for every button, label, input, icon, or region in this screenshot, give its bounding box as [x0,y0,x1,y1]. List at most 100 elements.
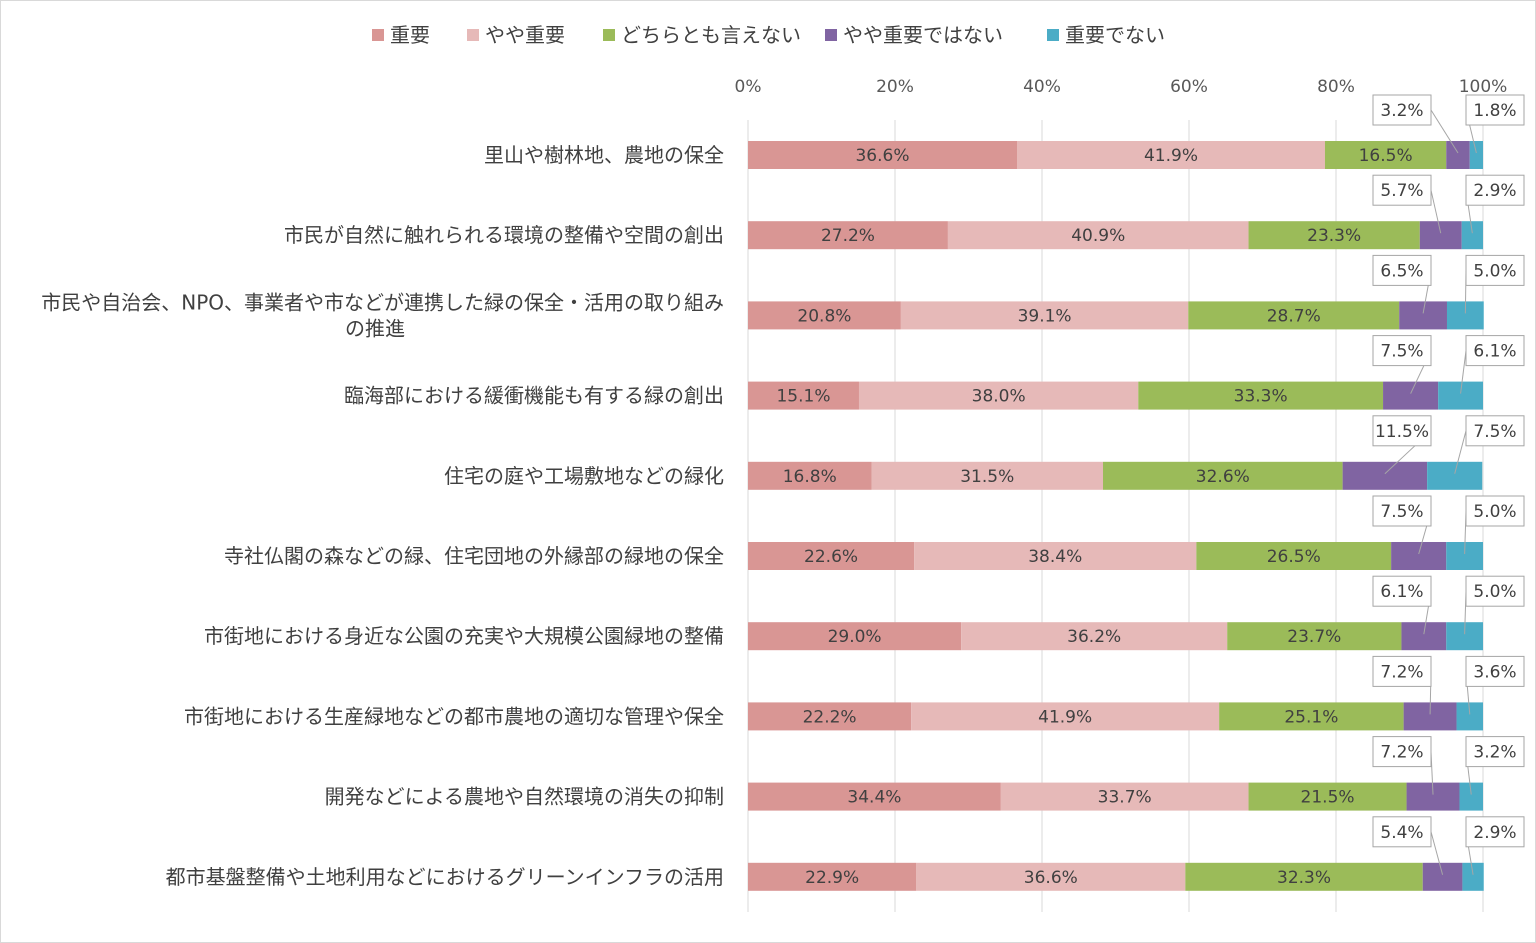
callout-label-r7-s4: 3.6% [1473,662,1516,682]
legend-swatch-4 [1047,29,1059,41]
bar-label-r3-s0: 15.1% [776,387,830,407]
legend-swatch-3 [825,29,837,41]
legend: 重要 やや重要 どちらとも言えない やや重要ではない 重要でない [372,23,1165,47]
tick-label-40: 40% [1023,77,1061,97]
bar-label-r9-s2: 32.3% [1277,868,1331,888]
callout-box-r6-s3 [1372,575,1432,607]
bar-label-r3-s1: 38.0% [972,387,1026,407]
bar-label-r1-s0: 27.2% [821,226,875,246]
bar-segment-r1-s4 [1461,221,1483,250]
bar-label-r6-s0: 29.0% [828,627,882,647]
bar-segment-r9-s3 [1422,862,1463,891]
bars [748,141,1484,891]
bar-segment-r0-s0 [748,141,1018,169]
callout-label-r7-s3: 7.2% [1380,662,1423,682]
bar-segment-r5-s1 [914,542,1197,570]
legend-label-1: やや重要 [485,23,565,47]
bar-segment-r9-s4 [1462,862,1484,891]
bar-segment-r7-s1 [911,702,1220,731]
bar-label-r9-s1: 36.6% [1024,868,1078,888]
bar-segment-r2-s2 [1188,301,1400,330]
callout-label-r4-s4: 7.5% [1473,422,1516,442]
category-label-r7-l0: 市街地における生産緑地などの都市農地の適切な管理や保全 [184,704,724,728]
callout-label-r2-s4: 5.0% [1473,261,1516,281]
legend-label-4: 重要でない [1065,23,1165,47]
callout-label-r0-s4: 1.8% [1473,101,1516,121]
bar-label-r6-s1: 36.2% [1067,627,1121,647]
callout-box-r7-s4 [1465,655,1525,687]
callout-box-r7-s3 [1372,655,1432,687]
legend-label-2: どちらとも言えない [621,23,801,47]
callout-label-r5-s3: 7.5% [1380,502,1423,522]
callout-box-r5-s4 [1465,495,1525,527]
bar-segment-r6-s1 [961,622,1228,651]
bar-segment-r3-s0 [748,381,859,410]
bar-segment-r6-s2 [1227,622,1402,651]
callout-leader-r3-s4 [1460,350,1467,394]
bar-segment-r7-s0 [748,702,912,731]
callout-label-r9-s4: 2.9% [1473,823,1516,843]
category-label-r6-l0: 市街地における身近な公園の充実や大規模公園緑地の整備 [204,624,724,648]
bar-segment-r2-s3 [1399,301,1447,330]
bar-label-r0-s2: 16.5% [1359,146,1413,166]
bar-label-r2-s0: 20.8% [797,306,851,326]
bar-label-r7-s0: 22.2% [803,707,857,727]
callout-box-r4-s3 [1372,415,1432,447]
callout-leader-r9-s3 [1430,831,1444,875]
bar-label-r4-s2: 32.6% [1196,467,1250,487]
bar-label-r8-s0: 34.4% [847,788,901,808]
legend-label-0: 重要 [390,23,430,47]
x-axis-ticks: 0% 20% 40% 60% 80% 100% [735,77,1508,97]
callout-leader-r4-s4 [1454,430,1467,474]
bar-label-r9-s0: 22.9% [805,868,859,888]
bar-segment-r0-s2 [1324,141,1447,169]
callout-label-r1-s3: 5.7% [1380,181,1423,201]
bar-segment-r5-s0 [748,542,915,570]
callout-label-r6-s3: 6.1% [1380,582,1423,602]
callout-leader-r1-s3 [1430,190,1442,234]
callout-box-r9-s3 [1372,816,1432,848]
bar-label-r1-s1: 40.9% [1071,226,1125,246]
callout-box-r8-s4 [1465,736,1525,768]
bar-segment-r3-s1 [858,381,1139,410]
category-label-r2-l0: 市民や自治会、NPO、事業者や市などが連携した緑の保全・活用の取り組み [41,290,724,314]
bar-segment-r1-s3 [1419,221,1462,250]
bar-segment-r7-s2 [1219,702,1404,731]
category-label-r5-l0: 寺社仏閣の森などの緑、住宅団地の外縁部の緑地の保全 [224,544,724,568]
callout-box-r2-s4 [1465,254,1525,286]
bar-segment-r8-s0 [748,782,1001,811]
callout-box-r3-s4 [1465,335,1525,367]
tick-label-60: 60% [1170,77,1208,97]
bar-segment-r0-s3 [1446,141,1470,169]
bar-segment-r6-s3 [1401,622,1447,651]
bar-label-r7-s2: 25.1% [1284,707,1338,727]
callout-box-r6-s4 [1465,575,1525,607]
bar-label-r7-s1: 41.9% [1038,707,1092,727]
category-labels: 里山や樹林地、農地の保全市民が自然に触れられる環境の整備や空間の創出市民や自治会… [41,143,724,889]
bar-segment-r5-s2 [1196,542,1392,570]
bar-segment-r6-s0 [748,622,962,651]
bar-segment-r8-s2 [1248,782,1407,811]
callout-leader-r0-s3 [1430,109,1459,154]
callout-label-r8-s3: 7.2% [1380,743,1423,763]
bar-segment-r4-s2 [1103,461,1343,490]
tick-label-80: 80% [1317,77,1355,97]
callout-box-r0-s4 [1465,94,1525,126]
bar-label-r5-s0: 22.6% [804,547,858,567]
callout-label-r2-s3: 6.5% [1380,261,1423,281]
category-label-r9-l0: 都市基盤整備や土地利用などにおけるグリーンインフラの活用 [166,865,724,889]
bar-label-r5-s2: 26.5% [1267,547,1321,567]
category-label-r1-l0: 市民が自然に触れられる環境の整備や空間の創出 [284,223,724,247]
bar-segment-r5-s3 [1391,542,1447,570]
callout-label-r1-s4: 2.9% [1473,181,1516,201]
bar-label-r4-s0: 16.8% [783,467,837,487]
bar-segment-r3-s3 [1383,381,1439,410]
category-label-r0-l0: 里山や樹林地、農地の保全 [484,143,724,167]
bar-label-r4-s1: 31.5% [960,467,1014,487]
tick-label-100: 100% [1459,77,1508,97]
category-label-r3-l0: 臨海部における緩衝機能も有する緑の創出 [344,384,724,408]
bar-label-r6-s2: 23.7% [1287,627,1341,647]
bar-label-r2-s2: 28.7% [1267,306,1321,326]
callout-label-r0-s3: 3.2% [1380,101,1423,121]
